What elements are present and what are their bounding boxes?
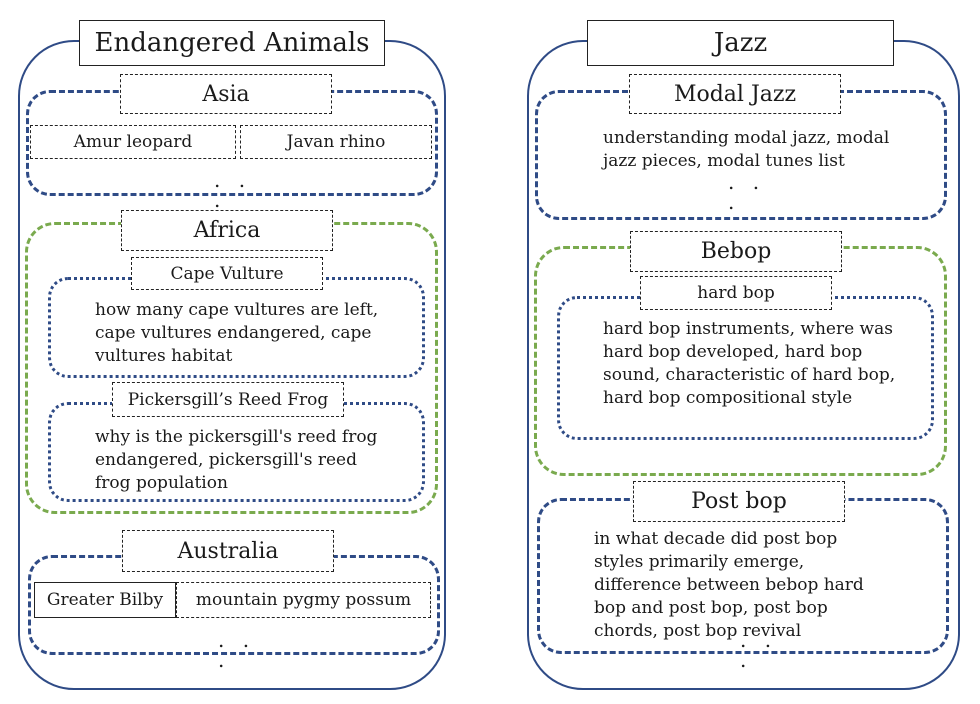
post-bop-text: in what decade did post bop styles prima… xyxy=(594,529,864,641)
cape-vulture-text: how many cape vultures are left, cape vu… xyxy=(95,300,379,366)
africa-label: Africa xyxy=(121,210,333,251)
post-bop-label: Post bop xyxy=(633,481,845,522)
modal-jazz-ellipsis: . . . xyxy=(728,170,766,214)
australia-label: Australia xyxy=(122,530,334,572)
asia-ellipsis: . . . xyxy=(214,168,252,212)
post-bop-ellipsis: . . . xyxy=(740,628,778,672)
modal-jazz-text: understanding modal jazz, modal jazz pie… xyxy=(603,128,890,171)
asia-item-javan-rhino: Javan rhino xyxy=(240,125,432,159)
reed-frog-text: why is the pickersgill's reed frog endan… xyxy=(95,427,378,493)
modal-jazz-label: Modal Jazz xyxy=(629,74,841,114)
asia-label: Asia xyxy=(120,74,332,114)
reed-frog-label: Pickersgill’s Reed Frog xyxy=(112,382,344,417)
bebop-label: Bebop xyxy=(630,231,842,272)
hard-bop-label: hard bop xyxy=(640,276,832,310)
asia-item-amur-leopard: Amur leopard xyxy=(30,125,236,159)
australia-ellipsis: . . . xyxy=(218,628,256,672)
australia-item-mountain-pygmy-possum: mountain pygmy possum xyxy=(176,582,431,618)
australia-item-greater-bilby: Greater Bilby xyxy=(34,582,176,618)
jazz-title: Jazz xyxy=(587,20,894,66)
endangered-animals-title: Endangered Animals xyxy=(79,20,385,66)
cape-vulture-label: Cape Vulture xyxy=(131,257,323,290)
hard-bop-text: hard bop instruments, where was hard bop… xyxy=(603,319,896,408)
